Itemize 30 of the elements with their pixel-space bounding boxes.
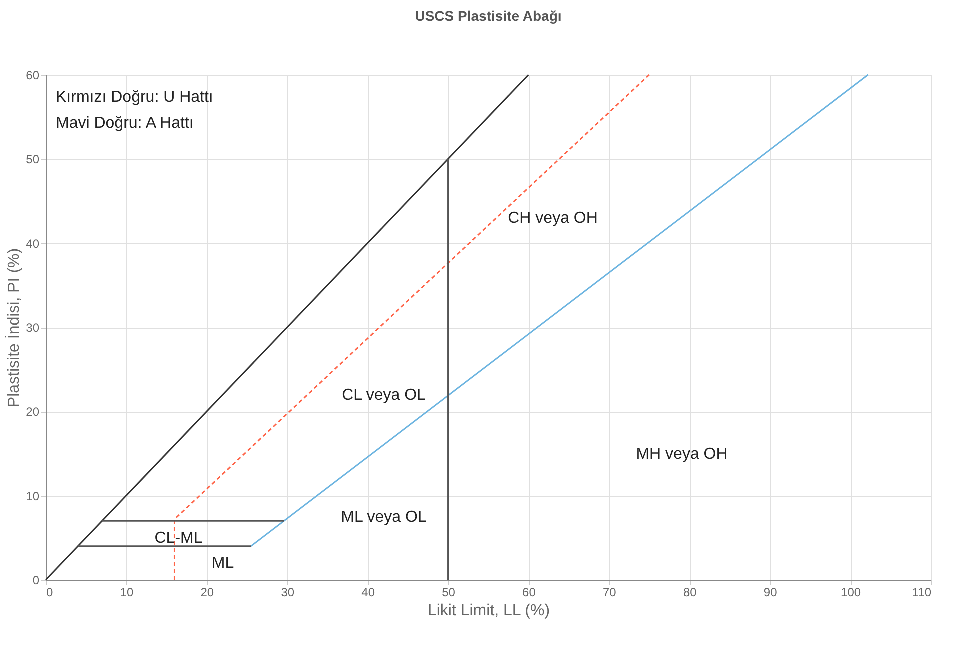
annotation: CL-ML (154, 530, 203, 547)
annotation: Mavi Doğru: A Hattı (56, 115, 194, 132)
x-tick-label: 50 (442, 586, 456, 600)
annotation: MH veya OH (636, 446, 728, 463)
x-tick-label: 30 (281, 586, 295, 600)
annotation: CH veya OH (508, 210, 598, 227)
y-tick-label: 20 (26, 405, 40, 420)
y-axis-title: Plastisite İndisi, PI (%) (5, 248, 24, 408)
x-tick-label: 70 (603, 586, 617, 600)
y-tick-label: 40 (26, 236, 40, 251)
y-tick-label: 50 (26, 152, 40, 167)
annotation: CL veya OL (342, 387, 426, 404)
chart-title: USCS Plastisite Abağı (415, 8, 562, 24)
y-tick-label: 10 (26, 489, 40, 504)
x-tick-label: 100 (841, 586, 862, 600)
x-tick-label: 20 (200, 586, 214, 600)
annotation: Kırmızı Doğru: U Hattı (56, 89, 214, 106)
annotation: ML veya OL (341, 509, 427, 526)
x-tick-label: 0 (46, 586, 54, 600)
y-tick-label: 60 (26, 68, 40, 82)
x-tick-label: 10 (120, 586, 134, 600)
x-tick-label: 110 (912, 586, 932, 600)
x-tick-label: 90 (764, 586, 778, 600)
x-tick-label: 60 (522, 586, 536, 600)
y-tick-label: 30 (26, 321, 40, 335)
y-tick-label: 0 (32, 574, 40, 588)
annotation: ML (212, 555, 234, 572)
x-axis-title: Likit Limit, LL (%) (428, 602, 550, 620)
x-tick-label: 40 (362, 586, 376, 600)
x-tick-label: 80 (683, 586, 698, 600)
